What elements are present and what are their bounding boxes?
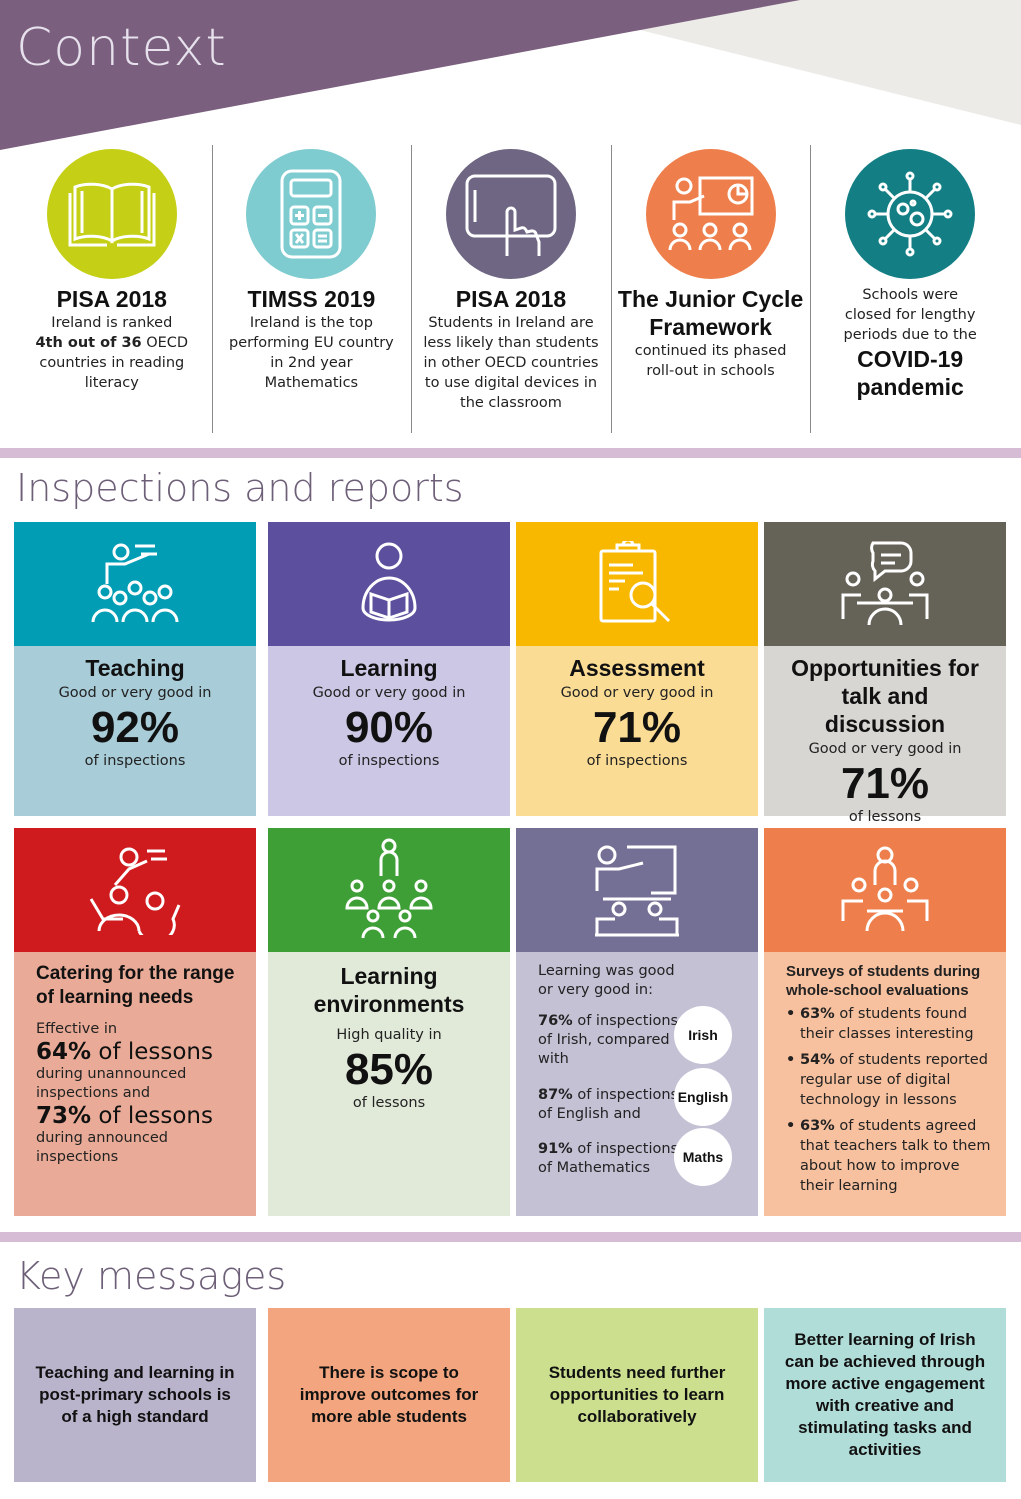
group-discussion-icon bbox=[764, 522, 1006, 646]
card-catering-needs: Catering for the range of learning needs… bbox=[14, 828, 256, 1216]
card-heading: Surveys of students during whole-school … bbox=[786, 963, 981, 999]
card-note: during unannounced inspections and bbox=[36, 1066, 187, 1101]
card-value-announced: 73% of lessons bbox=[36, 1103, 213, 1129]
card-value-unannounced: 64% of lessons bbox=[36, 1039, 213, 1065]
context-title: COVID-19 pandemic bbox=[856, 346, 964, 400]
card-subtext: Effective in bbox=[36, 1021, 118, 1037]
book-icon bbox=[46, 149, 177, 279]
context-row: PISA 2018 Ireland is ranked 4th out of 36… bbox=[12, 145, 1010, 435]
subject-row-english: 87% of inspections of English and Englis… bbox=[538, 1068, 746, 1130]
card-assessment: Assessment Good or very good in 71% of i… bbox=[516, 522, 758, 816]
card-surveys: Surveys of students during whole-school … bbox=[764, 828, 1006, 1216]
card-unit: of lessons bbox=[352, 1095, 426, 1111]
class-group-icon bbox=[268, 828, 510, 952]
context-item-pisa-reading: PISA 2018 Ireland is ranked 4th out of 36… bbox=[12, 145, 212, 435]
clipboard-search-icon bbox=[516, 522, 758, 646]
card-subtext: Good or very good in bbox=[312, 685, 466, 701]
card-heading: Learning environments bbox=[313, 963, 465, 1017]
card-value: 85% bbox=[344, 1045, 434, 1094]
student-group-icon bbox=[764, 828, 1006, 952]
subject-text: 91% of inspections of Mathematics bbox=[538, 1141, 679, 1176]
card-subtext: Learning was good or very good in: bbox=[538, 963, 675, 998]
context-title: PISA 2018 bbox=[56, 286, 167, 312]
section-divider bbox=[0, 1232, 1021, 1242]
context-item-pisa-digital: PISA 2018 Students in Ireland are less l… bbox=[411, 145, 611, 435]
presentation-icon bbox=[645, 149, 776, 279]
teacher-class-icon bbox=[14, 522, 256, 646]
card-heading: Catering for the range of learning needs bbox=[36, 963, 235, 1008]
card-subjects: Learning was good or very good in: 76% o… bbox=[516, 828, 758, 1216]
subject-badge: English bbox=[674, 1068, 732, 1126]
survey-item: 63% of students agreed that teachers tal… bbox=[786, 1116, 994, 1196]
tablet-touch-icon bbox=[445, 149, 576, 279]
student-reading-icon bbox=[268, 522, 510, 646]
context-text: Students in Ireland are less likely than… bbox=[423, 315, 599, 411]
calculator-icon bbox=[246, 149, 377, 279]
card-subtext: High quality in bbox=[336, 1027, 442, 1043]
context-title: TIMSS 2019 bbox=[247, 286, 376, 312]
card-note: during announced inspections bbox=[36, 1130, 169, 1165]
survey-item: 54% of students reported regular use of … bbox=[786, 1050, 994, 1110]
key-message-3: Students need further opportunities to l… bbox=[516, 1308, 758, 1482]
context-text: Schools were closed for lengthy periods … bbox=[843, 287, 977, 343]
survey-item: 63% of students found their classes inte… bbox=[786, 1004, 994, 1044]
subject-row-maths: 91% of inspections of Mathematics Maths bbox=[538, 1128, 746, 1186]
key-message-2: There is scope to improve outcomes for m… bbox=[268, 1308, 510, 1482]
card-learning: Learning Good or very good in 90% of ins… bbox=[268, 522, 510, 816]
card-teaching: Teaching Good or very good in 92% of ins… bbox=[14, 522, 256, 816]
card-unit: of inspections bbox=[338, 753, 440, 769]
card-heading: Opportunities for talk and discussion bbox=[791, 655, 979, 737]
subject-row-irish: 76% of inspections of Irish, compared wi… bbox=[538, 1006, 746, 1076]
header-banner: Context bbox=[0, 0, 1021, 160]
card-heading: Assessment bbox=[569, 655, 705, 681]
card-subtext: Good or very good in bbox=[58, 685, 212, 701]
card-unit: of lessons bbox=[848, 809, 922, 825]
teacher-board-icon bbox=[516, 828, 758, 952]
section-divider bbox=[0, 448, 1021, 458]
card-learning-environments: Learning environments High quality in 85… bbox=[268, 828, 510, 1216]
subject-badge: Irish bbox=[674, 1006, 732, 1064]
card-subtext: Good or very good in bbox=[560, 685, 714, 701]
key-message-1: Teaching and learning in post-primary sc… bbox=[14, 1308, 256, 1482]
survey-list: 63% of students found their classes inte… bbox=[786, 1004, 994, 1196]
context-item-covid: Schools were closed for lengthy periods … bbox=[810, 145, 1010, 435]
section-title-inspections: Inspections and reports bbox=[16, 466, 464, 510]
teacher-students-icon bbox=[14, 828, 256, 952]
card-value: 92% bbox=[90, 703, 180, 752]
card-value: 71% bbox=[840, 759, 930, 808]
card-unit: of inspections bbox=[586, 753, 688, 769]
card-subtext: Good or very good in bbox=[808, 741, 962, 757]
context-item-timss: TIMSS 2019 Ireland is the top performing… bbox=[211, 145, 412, 435]
subject-text: 76% of inspections of Irish, compared wi… bbox=[538, 1013, 679, 1067]
card-heading: Teaching bbox=[85, 655, 185, 681]
card-talk-discussion: Opportunities for talk and discussion Go… bbox=[764, 522, 1006, 825]
subject-badge: Maths bbox=[674, 1128, 732, 1186]
context-text: Ireland is the top performing EU country… bbox=[229, 315, 394, 391]
key-message-4: Better learning of Irish can be achieved… bbox=[764, 1308, 1006, 1482]
card-heading: Learning bbox=[340, 655, 438, 681]
card-value: 90% bbox=[344, 703, 434, 752]
context-title: The Junior Cycle Framework bbox=[617, 286, 804, 340]
subject-text: 87% of inspections of English and bbox=[538, 1087, 679, 1122]
card-unit: of inspections bbox=[84, 753, 186, 769]
virus-icon bbox=[845, 149, 976, 279]
context-text: continued its phased roll-out in schools bbox=[634, 343, 787, 379]
page-title: Context bbox=[16, 18, 227, 78]
section-title-key-messages: Key messages bbox=[16, 1254, 287, 1298]
card-value: 71% bbox=[592, 703, 682, 752]
context-text: Ireland is ranked 4th out of 36 OECD coun… bbox=[35, 315, 189, 391]
context-item-junior-cycle: The Junior Cycle Framework continued its… bbox=[610, 145, 811, 435]
context-title: PISA 2018 bbox=[455, 286, 567, 312]
